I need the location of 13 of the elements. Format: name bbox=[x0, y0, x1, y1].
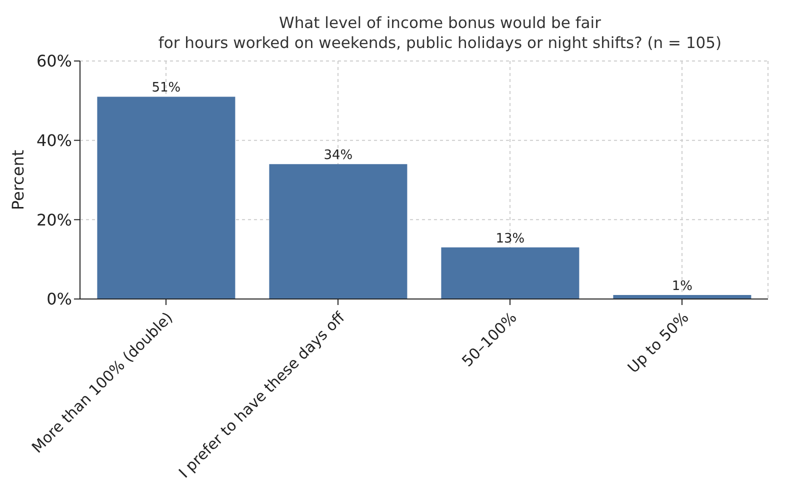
y-tick-label: 20% bbox=[36, 210, 72, 230]
data-label: 34% bbox=[324, 148, 353, 164]
data-label: 1% bbox=[672, 279, 693, 294]
y-tick-label: 60% bbox=[36, 52, 72, 71]
data-label: 13% bbox=[496, 231, 525, 246]
y-axis-title: Percent bbox=[8, 150, 28, 210]
bar bbox=[97, 96, 236, 299]
y-tick-label: 0% bbox=[46, 290, 72, 309]
bar bbox=[269, 164, 408, 299]
y-tick-label: 40% bbox=[36, 131, 72, 150]
bar bbox=[441, 247, 580, 299]
chart-title: What level of income bonus would be fair for hours worked on weekends, public holidays or night shifts? (n = 105) bbox=[158, 14, 722, 52]
data-label: 51% bbox=[152, 80, 181, 96]
